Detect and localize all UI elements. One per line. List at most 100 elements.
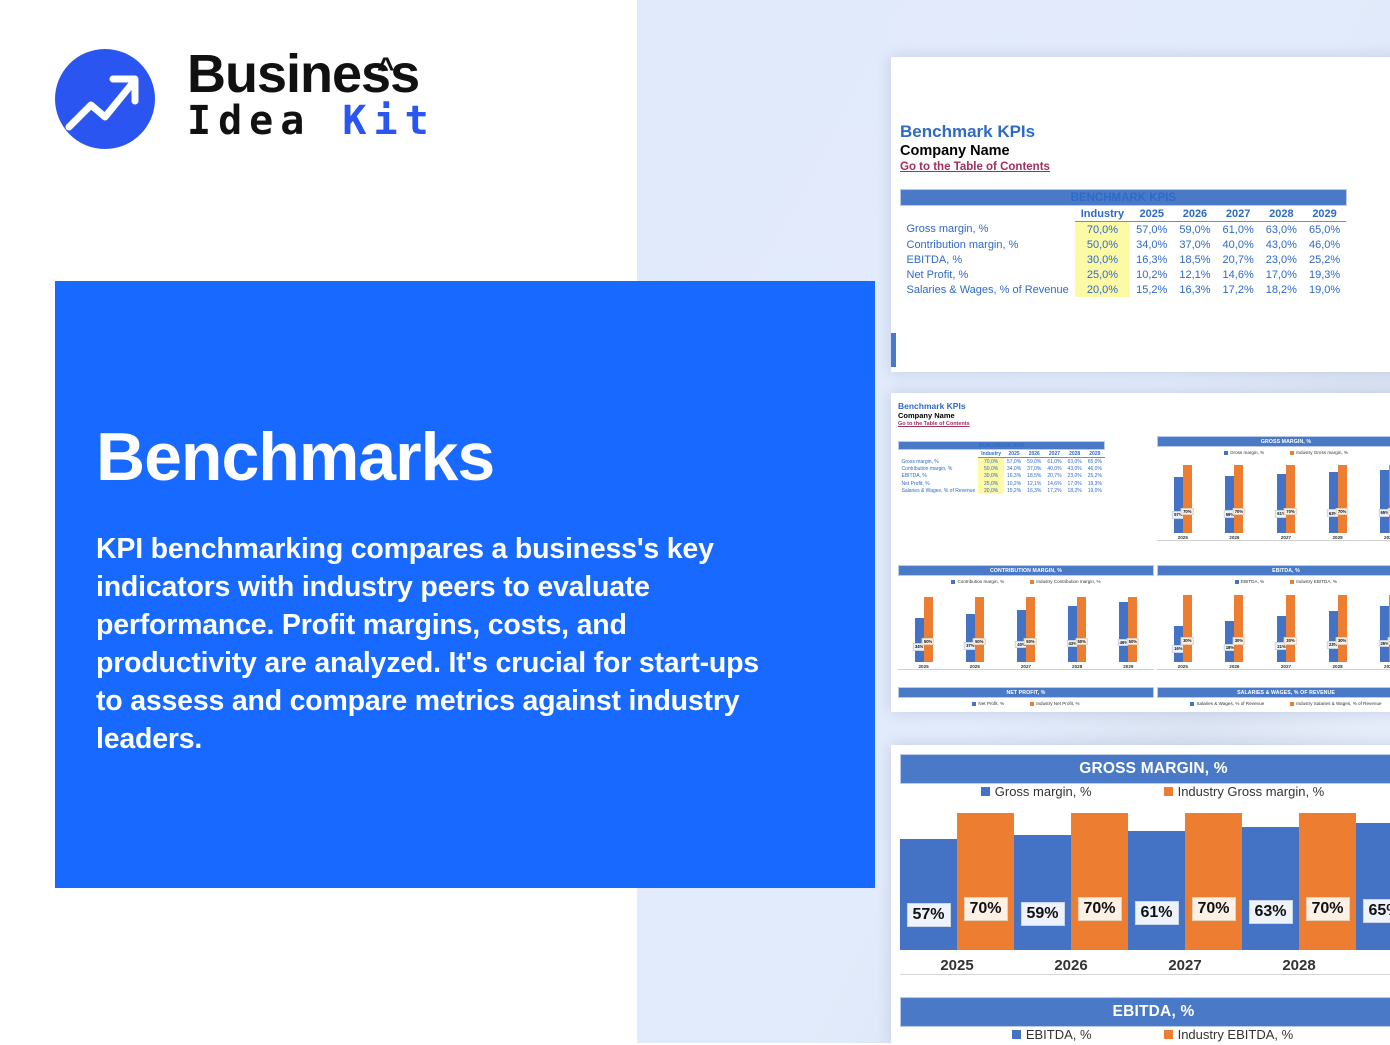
table-cell-value[interactable]: 20,7% bbox=[1047, 473, 1062, 480]
mini-chart-net-profit[interactable]: NET PROFIT, % Net Profit, % Industry Net P… bbox=[898, 687, 1154, 712]
table-cell-value[interactable]: 61,0% bbox=[1047, 458, 1062, 465]
table-cell-value[interactable]: 20,7% bbox=[1222, 253, 1254, 266]
table-cell-value[interactable]: 17,0% bbox=[1265, 268, 1297, 281]
table-cell-value[interactable]: 63,0% bbox=[1265, 223, 1297, 236]
table-cell-industry[interactable]: 50,0% bbox=[978, 465, 1004, 473]
table-cell-value[interactable]: 14,6% bbox=[1047, 480, 1062, 487]
table-cell-value[interactable]: 18,5% bbox=[1027, 473, 1042, 480]
table-row[interactable]: Contribution margin, % 50,0% 34,0% 37,0% 40,… bbox=[901, 237, 1347, 252]
chart-bar: 30% bbox=[1335, 595, 1349, 662]
table-row[interactable]: Gross margin, % 70,0% 57,0% 59,0% 61,0% 63,0%… bbox=[901, 221, 1347, 237]
spreadsheet-preview-middle[interactable]: Benchmark KPIs Company Name Go to the Ta… bbox=[891, 393, 1390, 712]
chart-bar: 70% bbox=[1071, 813, 1128, 950]
table-cell-value[interactable]: 46,0% bbox=[1087, 466, 1102, 473]
table-cell-value[interactable]: 34,0% bbox=[1136, 238, 1168, 251]
table-cell-industry[interactable]: 30,0% bbox=[978, 472, 1004, 480]
table-cell-value[interactable]: 19,3% bbox=[1087, 480, 1102, 487]
table-cell-value[interactable]: 34,0% bbox=[1006, 466, 1022, 473]
table-cell-value[interactable]: 61,0% bbox=[1222, 223, 1254, 236]
table-cell-industry[interactable]: 25,0% bbox=[1074, 267, 1131, 282]
table-cell-value[interactable]: 65,0% bbox=[1308, 223, 1341, 236]
table-cell-value[interactable]: 16,3% bbox=[1136, 253, 1168, 266]
table-cell-value[interactable]: 18,2% bbox=[1265, 283, 1297, 296]
brand-name-secondary: Idea Kit bbox=[187, 99, 436, 143]
table-cell-value[interactable]: 23,0% bbox=[1265, 253, 1297, 266]
chart-bar: 50% bbox=[1075, 597, 1088, 662]
table-cell-industry[interactable]: 25,0% bbox=[978, 479, 1004, 488]
table-cell-value[interactable]: 18,2% bbox=[1067, 487, 1082, 494]
table-cell-value[interactable]: 16,3% bbox=[1179, 283, 1211, 296]
table-cell-value[interactable]: 25,2% bbox=[1087, 473, 1102, 480]
table-cell-value[interactable]: 15,2% bbox=[1136, 283, 1168, 296]
table-row[interactable]: EBITDA, % 30,0% 16,3% 18,5% 20,7% 23,0% 25,2% bbox=[901, 252, 1347, 267]
table-cell-value[interactable]: 17,0% bbox=[1067, 480, 1082, 487]
table-cell-value[interactable]: 19,3% bbox=[1308, 268, 1341, 281]
table-cell-value[interactable]: 23,0% bbox=[1067, 473, 1082, 480]
table-row[interactable]: Salaries & Wages, % of Revenue 20,0% 15,2%… bbox=[899, 487, 1105, 495]
table-cell-value[interactable]: 16,3% bbox=[1027, 487, 1042, 494]
table-cell-value[interactable]: 43,0% bbox=[1265, 238, 1297, 251]
table-cell-value[interactable]: 37,0% bbox=[1027, 466, 1042, 473]
table-cell-value[interactable]: 37,0% bbox=[1179, 238, 1211, 251]
table-cell-value[interactable]: 12,1% bbox=[1027, 480, 1042, 487]
table-cell-value[interactable]: 59,0% bbox=[1027, 458, 1042, 465]
table-cell-industry[interactable]: 20,0% bbox=[978, 487, 1004, 495]
table-cell-value[interactable]: 10,2% bbox=[1006, 480, 1022, 487]
chart-group: 43% 50% 2028 bbox=[1066, 597, 1088, 669]
table-cell-value[interactable]: 40,0% bbox=[1222, 238, 1254, 251]
table-of-contents-link-mini[interactable]: Go to the Table of Contents bbox=[898, 421, 970, 427]
chart-legend-ebitda: EBITDA, % Industry EBITDA, % bbox=[900, 1027, 1390, 1042]
table-row[interactable]: EBITDA, % 30,0% 16,3% 18,5% 20,7% 23,0% 25,2% bbox=[899, 472, 1105, 480]
table-cell-value[interactable]: 59,0% bbox=[1179, 223, 1211, 236]
chart-group: 59% 70% 2026 bbox=[1014, 813, 1128, 974]
chart-bar: 59% bbox=[1223, 475, 1237, 533]
table-cell-value[interactable]: 63,0% bbox=[1067, 458, 1082, 465]
table-row[interactable]: Gross margin, % 70,0% 57,0% 59,0% 61,0% 63,0%… bbox=[899, 457, 1105, 466]
table-cell-value[interactable]: 14,6% bbox=[1222, 268, 1254, 281]
table-row[interactable]: Salaries & Wages, % of Revenue 20,0% 15,2%… bbox=[901, 282, 1347, 297]
table-cell-industry[interactable]: 50,0% bbox=[1074, 237, 1131, 252]
table-cell-industry[interactable]: 70,0% bbox=[1074, 221, 1131, 237]
mini-chart-contribution-margin[interactable]: CONTRIBUTION MARGIN, % Contribution margi… bbox=[898, 565, 1154, 690]
table-cell-value[interactable]: 57,0% bbox=[1006, 458, 1022, 465]
table-cell-value[interactable]: 43,0% bbox=[1067, 466, 1082, 473]
benchmark-kpis-table[interactable]: BENCHMARK KPIS Industry 2025 2026 2027 2028 20… bbox=[900, 189, 1347, 297]
chart-bar-label: 30% bbox=[1284, 637, 1297, 645]
mini-chart-salaries-wages[interactable]: SALARIES & WAGES, % OF REVENUE Salaries &… bbox=[1157, 687, 1390, 712]
table-cell-industry[interactable]: 30,0% bbox=[1074, 252, 1131, 267]
table-cell-value[interactable]: 12,1% bbox=[1179, 268, 1211, 281]
table-cell-value[interactable]: 16,3% bbox=[1006, 473, 1022, 480]
legend-entry: Gross margin, % bbox=[980, 784, 1092, 799]
table-cell-value[interactable]: 65,0% bbox=[1087, 458, 1102, 465]
table-cell-value[interactable]: 17,2% bbox=[1222, 283, 1254, 296]
spreadsheet-preview-top[interactable]: Benchmark KPIs Company Name Go to the Ta… bbox=[891, 57, 1390, 372]
mini-chart-ebitda[interactable]: EBITDA, % EBITDA, % Industry EBITDA, % 16% 3… bbox=[1157, 565, 1390, 690]
table-cell-value[interactable]: 15,2% bbox=[1006, 487, 1022, 494]
legend-swatch-icon bbox=[1290, 701, 1295, 706]
table-cell-value[interactable]: 57,0% bbox=[1136, 223, 1168, 236]
chart-category-label: 2025 bbox=[918, 664, 929, 669]
table-cell-value[interactable]: 25,2% bbox=[1308, 253, 1341, 266]
table-cell-value[interactable]: 18,5% bbox=[1179, 253, 1211, 266]
chart-bar-pair: 37% 50% bbox=[964, 597, 986, 662]
chart-category-label: 2027 bbox=[1020, 664, 1032, 669]
brand-logo[interactable]: Business ^ Idea Kit bbox=[55, 45, 455, 157]
table-cell-value[interactable]: 17,2% bbox=[1047, 487, 1062, 494]
chart-preview-bottom[interactable]: GROSS MARGIN, % Gross margin, % Industry … bbox=[891, 745, 1390, 1045]
benchmark-kpis-table-mini[interactable]: BENCHMARK KPIS Industry 2025 2026 2027 2028 20… bbox=[897, 440, 1106, 495]
table-row[interactable]: Net Profit, % 25,0% 10,2% 12,1% 14,6% 17,0% 19… bbox=[899, 479, 1105, 488]
table-cell-industry[interactable]: 20,0% bbox=[1074, 282, 1131, 297]
legend-label: Industry Salaries & Wages, % of Revenue bbox=[1296, 701, 1382, 706]
table-cell-industry[interactable]: 70,0% bbox=[978, 457, 1004, 466]
table-row[interactable]: Contribution margin, % 50,0% 34,0% 37,0% 40,… bbox=[899, 465, 1105, 473]
legend-label: Net Profit, % bbox=[978, 701, 1005, 706]
legend-entry: EBITDA, % bbox=[1011, 1027, 1092, 1042]
mini-chart-gross-margin[interactable]: GROSS MARGIN, % Gross margin, % Industry G… bbox=[1157, 436, 1390, 562]
table-cell-value[interactable]: 40,0% bbox=[1047, 466, 1062, 473]
table-row[interactable]: Net Profit, % 25,0% 10,2% 12,1% 14,6% 17,0% 19… bbox=[901, 267, 1347, 282]
table-cell-value[interactable]: 19,0% bbox=[1087, 487, 1102, 494]
table-cell-value[interactable]: 19,0% bbox=[1308, 283, 1341, 296]
table-cell-value[interactable]: 46,0% bbox=[1308, 238, 1341, 251]
table-cell-value[interactable]: 10,2% bbox=[1136, 268, 1168, 281]
table-of-contents-link[interactable]: Go to the Table of Contents bbox=[900, 161, 1050, 173]
